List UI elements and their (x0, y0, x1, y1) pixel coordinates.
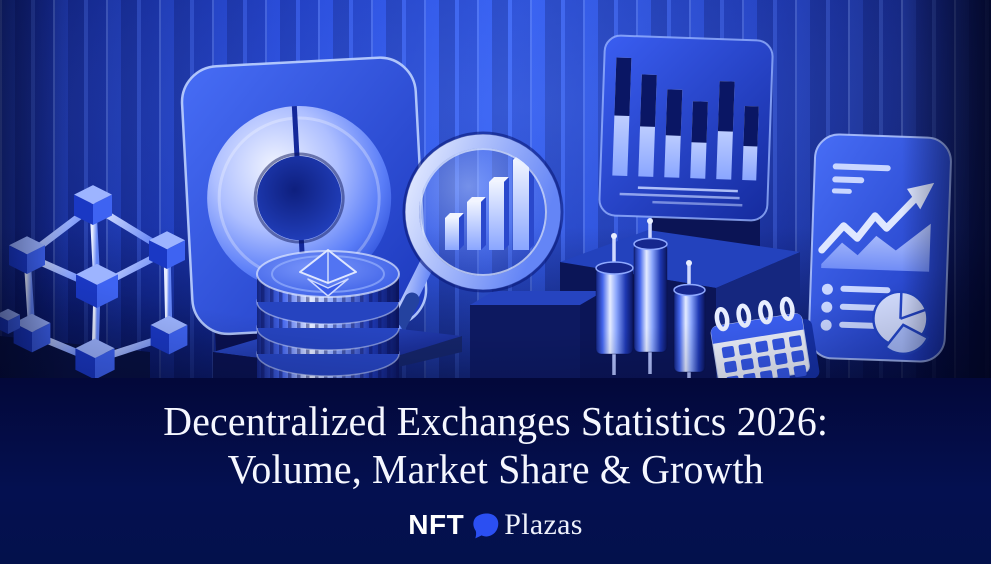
illustration-scene (0, 0, 991, 378)
brand-name-nft: NFT (408, 509, 465, 541)
bar-chart-screen-icon (598, 34, 774, 222)
report-line-chart-icon (807, 133, 952, 363)
title-band: Decentralized Exchanges Statistics 2026:… (0, 378, 991, 564)
illustration-canvas (0, 34, 952, 378)
mark-shape (473, 513, 499, 539)
brand-logo: NFT Plazas (408, 508, 582, 542)
brand-name-plazas: Plazas (504, 508, 583, 542)
title-line-2: Volume, Market Share & Growth (227, 445, 764, 492)
nft-plazas-mark-icon (473, 513, 499, 539)
page-title: Decentralized Exchanges Statistics 2026:… (163, 398, 828, 493)
blockchain-network-icon (0, 185, 188, 378)
title-line-1: Decentralized Exchanges Statistics 2026: (163, 398, 828, 444)
